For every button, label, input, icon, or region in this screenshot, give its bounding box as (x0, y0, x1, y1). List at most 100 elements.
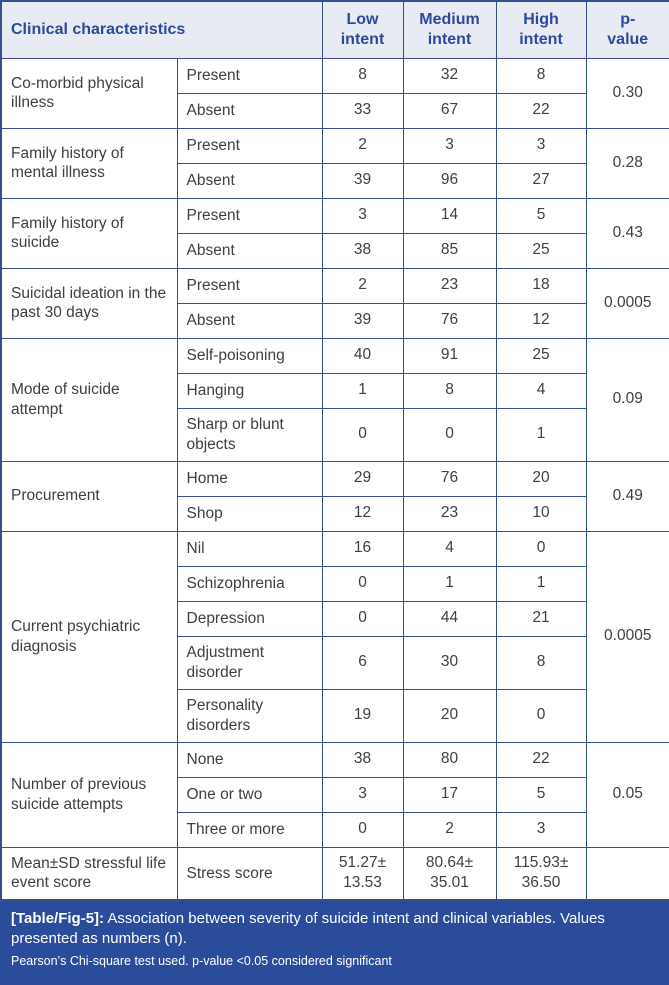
table-row: Number of previous suicide attempts None… (0, 741, 669, 848)
category-cell: Absent (176, 232, 323, 269)
value-cell: 30 (402, 635, 497, 690)
value-cell: 39 (321, 302, 404, 339)
value-cell: 0 (321, 811, 404, 848)
table-row: Mean±SD stressful life event score Stres… (0, 846, 669, 901)
group-label-cell: Procurement (0, 460, 178, 532)
group-label-cell: Mode of suicide attempt (0, 337, 178, 462)
p-value-cell: 0.0005 (585, 267, 669, 339)
value-cell: 5 (495, 776, 587, 813)
table-row: Co-morbid physical illness Present 8 32 … (0, 57, 669, 129)
value-cell: 0 (402, 407, 497, 462)
category-cell: Present (176, 57, 323, 94)
value-cell: 44 (402, 600, 497, 637)
value-cell: 1 (402, 565, 497, 602)
value-cell: 76 (402, 302, 497, 339)
value-cell: 1 (321, 372, 404, 409)
category-cell: Adjustment disorder (176, 635, 323, 690)
group-label-cell: Number of previous suicide attempts (0, 741, 178, 848)
value-cell: 0 (321, 600, 404, 637)
p-value-cell: 0.49 (585, 460, 669, 532)
value-cell: 8 (402, 372, 497, 409)
p-value-cell: 0.09 (585, 337, 669, 462)
category-cell: Schizophrenia (176, 565, 323, 602)
category-cell: Present (176, 197, 323, 234)
category-cell: Self-poisoning (176, 337, 323, 374)
category-cell: Sharp or blunt objects (176, 407, 323, 462)
category-cell: Shop (176, 495, 323, 532)
value-cell: 80 (402, 741, 497, 778)
category-cell: Hanging (176, 372, 323, 409)
table-row: Absent 38 85 25 (1, 232, 669, 269)
table-row: Family history of mental illness Present… (0, 127, 669, 199)
value-cell: 96 (402, 162, 497, 199)
value-cell: 23 (402, 267, 497, 304)
value-cell: 1 (495, 407, 587, 462)
header-p-value: p- value (585, 0, 669, 59)
group-label-cell: Current psychiatric diagnosis (0, 530, 178, 743)
value-cell: 8 (321, 57, 404, 94)
table-row: Hanging 1 8 4 (1, 372, 669, 409)
value-cell: 21 (495, 600, 587, 637)
value-cell: 3 (495, 127, 587, 164)
value-cell: 0 (321, 565, 404, 602)
value-cell: 4 (402, 530, 497, 567)
value-cell: 25 (495, 337, 587, 374)
p-value-cell: 0.43 (585, 197, 669, 269)
table-row: Mode of suicide attempt Self-poisoning 4… (0, 337, 669, 462)
category-cell: Absent (176, 92, 323, 129)
value-cell: 14 (402, 197, 497, 234)
value-cell: 8 (495, 57, 587, 94)
value-cell: 40 (321, 337, 404, 374)
category-cell: Home (176, 460, 323, 497)
value-cell: 22 (495, 92, 587, 129)
value-cell: 85 (402, 232, 497, 269)
clinical-characteristics-table: Clinical characteristics Low intent Medi… (0, 0, 669, 901)
value-cell: 76 (402, 460, 497, 497)
value-cell: 19 (321, 688, 404, 743)
value-cell: 0 (495, 688, 587, 743)
category-cell: Present (176, 127, 323, 164)
table-row: Procurement Home 29 76 20 0.49 (0, 460, 669, 532)
group-label-cell: Mean±SD stressful life event score (0, 846, 178, 901)
caption-body: Association between severity of suicide … (11, 910, 605, 947)
header-row: Clinical characteristics Low intent Medi… (0, 0, 669, 59)
table-row: Sharp or blunt objects 0 0 1 (1, 407, 669, 462)
value-cell: 29 (321, 460, 404, 497)
value-cell: 8 (495, 635, 587, 690)
value-cell: 91 (402, 337, 497, 374)
value-cell: 10 (495, 495, 587, 532)
table-row: Depression 0 44 21 (1, 600, 669, 637)
value-cell: 2 (321, 267, 404, 304)
value-cell: 3 (495, 811, 587, 848)
p-value-cell: 0.30 (585, 57, 669, 129)
value-cell: 17 (402, 776, 497, 813)
header-high-intent: High intent (495, 0, 587, 59)
header-clinical-characteristics: Clinical characteristics (0, 0, 323, 59)
caption-note: Pearson’s Chi-square test used. p-value … (11, 953, 392, 968)
group-label-cell: Co-morbid physical illness (0, 57, 178, 129)
p-value-cell: 0.28 (585, 127, 669, 199)
table-row: Suicidal ideation in the past 30 days Pr… (0, 267, 669, 339)
value-cell: 3 (321, 776, 404, 813)
table-row: Current psychiatric diagnosis Nil 16 4 0… (0, 530, 669, 743)
value-cell: 12 (321, 495, 404, 532)
table-row: Absent 39 76 12 (1, 302, 669, 339)
value-cell: 27 (495, 162, 587, 199)
group-label-cell: Suicidal ideation in the past 30 days (0, 267, 178, 339)
value-cell: 67 (402, 92, 497, 129)
table-row: One or two 3 17 5 (1, 776, 669, 813)
category-cell: Absent (176, 162, 323, 199)
category-cell: Present (176, 267, 323, 304)
value-cell: 2 (321, 127, 404, 164)
value-cell: 25 (495, 232, 587, 269)
value-cell: 80.64± 35.01 (402, 846, 497, 901)
value-cell: 51.27± 13.53 (321, 846, 404, 901)
table-row: Adjustment disorder 6 30 8 (1, 635, 669, 690)
value-cell: 23 (402, 495, 497, 532)
value-cell: 38 (321, 741, 404, 778)
value-cell: 115.93± 36.50 (495, 846, 587, 901)
category-cell: None (176, 741, 323, 778)
category-cell: Nil (176, 530, 323, 567)
value-cell: 3 (321, 197, 404, 234)
